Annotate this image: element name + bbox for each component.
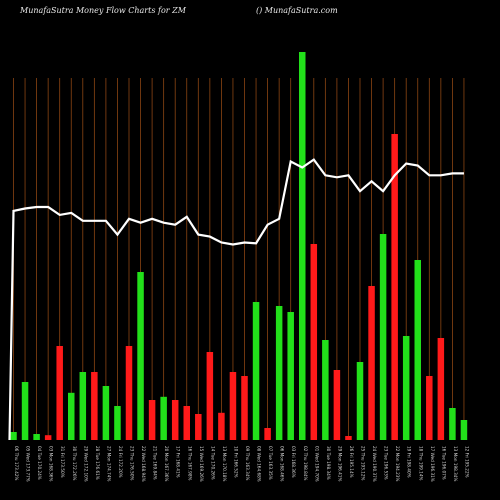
x-tick-labels: 06 Thu 173.42% 05 Wed 173.77% 04 Tue 170.2… bbox=[14, 446, 469, 482]
money-flow-bar bbox=[449, 408, 456, 440]
x-tick-label: 14 Tue 170.26% bbox=[210, 446, 215, 480]
x-tick-label: 29 Mon 196.41% bbox=[337, 446, 342, 481]
money-flow-bar bbox=[414, 260, 421, 440]
x-tick-label: 30 Tue 198.34% bbox=[326, 446, 331, 480]
money-flow-bar bbox=[56, 346, 63, 440]
x-tick-label: 06 Thu 173.42% bbox=[14, 446, 19, 481]
chart-header: MunafaSutra Money Flow Charts for ZM () … bbox=[0, 6, 500, 20]
money-flow-bar bbox=[322, 340, 329, 440]
money-flow-bar bbox=[310, 244, 318, 440]
money-flow-bar bbox=[183, 406, 190, 440]
x-tick-label: 05 Wed 173.77% bbox=[26, 446, 31, 482]
x-tick-label: 15 Wed 169.26% bbox=[199, 446, 204, 482]
x-tick-label: 06 Mon 168.46% bbox=[280, 446, 285, 481]
x-tick-label: 22 Mon 194.23% bbox=[395, 446, 400, 481]
x-tick-label: 24 Wed 190.37% bbox=[372, 446, 377, 482]
money-flow-bar bbox=[91, 372, 98, 440]
money-flow-bar bbox=[148, 400, 156, 440]
x-tick-label: 08 Wed 164.68% bbox=[257, 446, 262, 482]
chart-title: MunafaSutra Money Flow Charts for ZM bbox=[20, 6, 186, 15]
x-tick-label: 28 Tue 176.61% bbox=[95, 446, 100, 480]
money-flow-bar bbox=[275, 306, 283, 440]
money-flow-bar bbox=[218, 412, 225, 440]
money-flow-bar bbox=[252, 302, 260, 440]
x-tick-label: 16 Thu 167.98% bbox=[187, 446, 192, 481]
money-flow-bar bbox=[125, 346, 133, 440]
x-tick-label: 30 Thu 172.26% bbox=[72, 446, 77, 481]
x-tick-label: 25 Thu 193.12% bbox=[361, 446, 366, 481]
money-flow-bar bbox=[368, 286, 375, 440]
money-flow-bar bbox=[114, 406, 121, 440]
money-flow-bar bbox=[287, 312, 294, 440]
x-tick-label: 26 Fri 195.14% bbox=[349, 446, 354, 478]
x-tick-label: 13 Mon 198.34% bbox=[453, 446, 458, 481]
money-flow-bar bbox=[21, 382, 29, 440]
money-flow-bar bbox=[333, 370, 341, 440]
money-flow-bar bbox=[437, 338, 445, 440]
money-flow-bar bbox=[33, 434, 40, 440]
money-flow-bar bbox=[195, 414, 202, 440]
x-tick-label: 13 Mon 170.18% bbox=[222, 446, 227, 481]
x-tick-label: 12 Fri 195.22% bbox=[464, 446, 469, 478]
x-tick-label: 16 Tue 196.07% bbox=[441, 446, 446, 480]
money-flow-bar bbox=[171, 400, 179, 440]
x-tick-label: 17 Fri 168.41% bbox=[176, 446, 181, 478]
x-tick-label: 02 Thu 198.84% bbox=[303, 446, 308, 481]
x-tick-label: 18 Thu 199.14% bbox=[418, 446, 423, 481]
x-tick-label: 07 Tue 163.35% bbox=[268, 446, 273, 480]
x-tick-label: 01 Wed 194.70% bbox=[314, 446, 319, 482]
money-flow-bar bbox=[356, 362, 364, 440]
x-tick-label: 10 Fri 166.52% bbox=[233, 446, 238, 478]
x-tick-label: 19 Fri 198.40% bbox=[407, 446, 412, 478]
money-flow-bar bbox=[345, 436, 352, 440]
money-flow-bar bbox=[264, 428, 271, 440]
money-flow-bar bbox=[402, 336, 410, 440]
money-flow-bar bbox=[460, 420, 468, 440]
x-tick-label: 20 Mon 167.36% bbox=[164, 446, 169, 481]
x-tick-label: 23 Tue 196.53% bbox=[384, 446, 389, 480]
x-tick-label: 31 Fri 173.50% bbox=[60, 446, 65, 478]
x-tick-label: 09 Thu 163.34% bbox=[245, 446, 250, 481]
x-tick-label: 22 Wed 168.94% bbox=[141, 446, 146, 482]
money-flow-bar bbox=[44, 435, 52, 440]
money-flow-bar bbox=[241, 376, 248, 440]
money-flow-bar bbox=[426, 376, 433, 440]
x-tick-label: 03 Mon 168.36% bbox=[49, 446, 54, 481]
x-tick-label: 17 Wed 196.31% bbox=[430, 446, 435, 482]
money-flow-bar bbox=[137, 272, 144, 440]
money-flow-bar bbox=[160, 396, 167, 440]
money-flow-bar bbox=[379, 234, 387, 440]
money-flow-bar bbox=[102, 386, 110, 440]
bar-series bbox=[10, 52, 468, 440]
x-tick-label: 21 Tue 169.84% bbox=[153, 446, 158, 480]
money-flow-bar bbox=[68, 392, 75, 440]
money-flow-bar bbox=[79, 372, 87, 440]
money-flow-bar bbox=[10, 432, 17, 440]
x-tick-label: 04 Tue 170.24% bbox=[37, 446, 42, 480]
x-tick-label: 27 Mon 174.74% bbox=[106, 446, 111, 481]
x-tick-label: 23 Thu 176.50% bbox=[130, 446, 135, 481]
x-tick-label: 24 Fri 172.20% bbox=[118, 446, 123, 478]
x-tick-label: 03 Fri 168.36% bbox=[291, 446, 296, 478]
x-tick-label: 29 Wed 172.10% bbox=[83, 446, 88, 482]
money-flow-bar bbox=[299, 52, 306, 440]
money-flow-line bbox=[8, 158, 464, 441]
money-flow-bar bbox=[206, 352, 214, 440]
money-flow-bar bbox=[229, 372, 237, 440]
money-flow-bar bbox=[391, 134, 398, 440]
site-name: () MunafaSutra.com bbox=[256, 6, 338, 15]
